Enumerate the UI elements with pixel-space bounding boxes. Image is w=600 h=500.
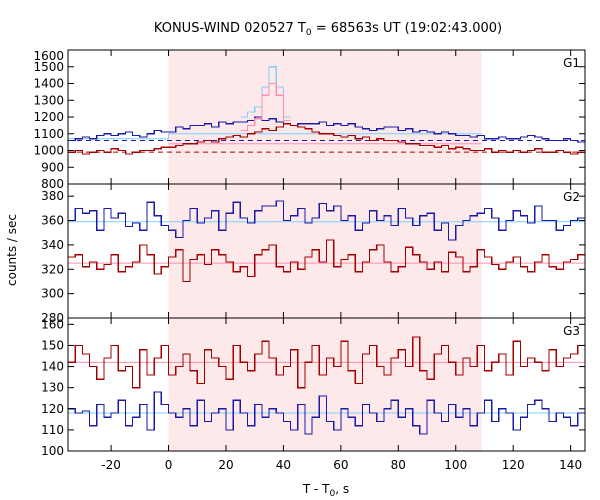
panel-label: G3 [563, 324, 580, 338]
x-axis-label: T - T0, s [302, 482, 349, 499]
y-tick-label: 1300 [33, 93, 64, 107]
y-tick-label: 900 [41, 160, 64, 174]
y-tick-label: 340 [41, 238, 64, 252]
x-tick-label: 100 [444, 458, 467, 472]
x-tick-label: 20 [218, 458, 233, 472]
series-g1-light_blue [240, 66, 291, 118]
x-tick-label: -20 [101, 458, 121, 472]
y-tick-label: 360 [41, 214, 64, 228]
y-tick-label: 150 [41, 338, 64, 352]
series-layer [68, 66, 585, 435]
x-tick-label: 120 [502, 458, 525, 472]
x-tick-label: 40 [276, 458, 291, 472]
highlight-interval [168, 50, 482, 451]
y-tick-label: 120 [41, 402, 64, 416]
panel-label: G1 [563, 56, 580, 70]
frame-layer [67, 49, 586, 452]
y-tick-label: 1500 [33, 60, 64, 74]
y-tick-label: 130 [41, 381, 64, 395]
y-tick-label: 1200 [33, 110, 64, 124]
x-tick-label: 80 [391, 458, 406, 472]
x-tick-label: 140 [559, 458, 582, 472]
series-g1-red [68, 123, 585, 155]
series-g2-red [68, 239, 585, 283]
tick-layer: G18009001000110012001300140015001600G228… [33, 49, 582, 472]
y-tick-label: 280 [41, 311, 64, 325]
chart-title: KONUS-WIND 020527 T0 = 68563s UT (19:02:… [154, 21, 502, 38]
y-tick-label: 1400 [33, 77, 64, 91]
y-tick-label: 160 [41, 317, 64, 331]
panel-label: G2 [563, 190, 580, 204]
x-tick-label: 0 [165, 458, 173, 472]
series-g3-blue [68, 391, 585, 435]
series-g3-red [68, 336, 585, 389]
y-tick-label: 1600 [33, 49, 64, 63]
highlight-layer [168, 50, 482, 451]
y-tick-label: 110 [41, 423, 64, 437]
x-tick-label: 60 [333, 458, 348, 472]
y-tick-label: 300 [41, 287, 64, 301]
panel-frame-g3 [67, 317, 586, 452]
y-tick-label: 380 [41, 189, 64, 203]
series-g1-blue [68, 116, 585, 143]
series-g1-pink [240, 82, 291, 131]
series-g2-blue [68, 200, 585, 241]
y-axis-label: counts / sec [5, 214, 19, 286]
y-tick-label: 1100 [33, 127, 64, 141]
y-tick-label: 1000 [33, 144, 64, 158]
y-tick-label: 100 [41, 444, 64, 458]
y-tick-label: 320 [41, 262, 64, 276]
y-tick-label: 800 [41, 177, 64, 191]
y-tick-label: 140 [41, 360, 64, 374]
